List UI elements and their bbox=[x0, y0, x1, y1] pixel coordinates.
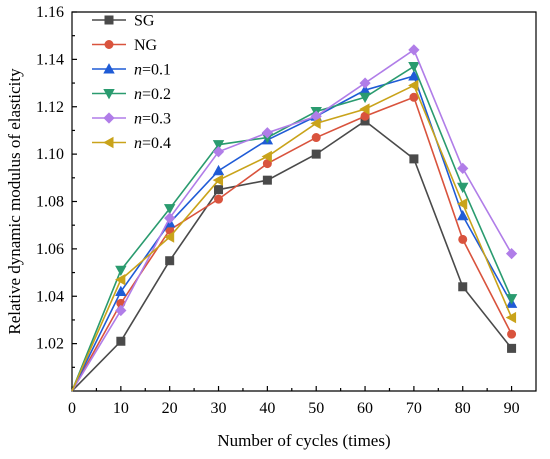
legend-label: SG bbox=[134, 13, 155, 30]
data-point bbox=[212, 164, 225, 176]
legend-item: n=0.4 bbox=[92, 135, 171, 152]
data-point bbox=[409, 154, 419, 164]
data-point bbox=[115, 273, 126, 286]
series-n-0-3 bbox=[71, 44, 518, 392]
x-tick-label: 90 bbox=[504, 400, 520, 417]
data-point bbox=[457, 162, 469, 174]
series-layer bbox=[71, 44, 518, 392]
data-point bbox=[261, 150, 272, 163]
data-point bbox=[311, 149, 321, 159]
legend-item: NG bbox=[92, 37, 158, 54]
x-tick-label: 30 bbox=[211, 400, 227, 417]
x-tick-label: 10 bbox=[113, 400, 129, 417]
legend-item: n=0.1 bbox=[92, 62, 171, 79]
y-tick-label: 1.14 bbox=[36, 51, 64, 68]
data-point bbox=[214, 185, 224, 195]
y-tick-label: 1.10 bbox=[36, 146, 64, 163]
data-point bbox=[456, 198, 468, 210]
data-point bbox=[261, 127, 273, 139]
data-point bbox=[104, 39, 114, 49]
data-point bbox=[457, 182, 469, 194]
data-point bbox=[505, 247, 518, 260]
y-tick-label: 1.08 bbox=[36, 194, 64, 211]
axes: 0 10 20 30 40 50 60 70 80 90 1.02 1.04 1.06 1.08 1.10 1… bbox=[36, 4, 537, 417]
legend-label: n=0.4 bbox=[134, 135, 171, 152]
data-point bbox=[115, 265, 127, 277]
x-tick-label: 60 bbox=[357, 400, 373, 417]
series-n-0-4 bbox=[71, 79, 517, 392]
y-tick-label: 1.06 bbox=[36, 241, 64, 258]
y-tick-label: 1.12 bbox=[36, 99, 64, 116]
y-axis-title: Relative dynamic modulus of elasticity bbox=[5, 68, 24, 335]
legend-label: n=0.3 bbox=[134, 111, 171, 128]
data-point bbox=[103, 136, 114, 149]
data-point bbox=[212, 140, 225, 151]
data-point bbox=[408, 70, 420, 81]
data-point bbox=[505, 294, 518, 305]
legend-label: NG bbox=[134, 37, 158, 54]
data-point bbox=[103, 63, 115, 74]
data-point bbox=[408, 79, 419, 92]
y-tick-label: 1.04 bbox=[36, 288, 64, 305]
data-point bbox=[115, 304, 127, 317]
data-point bbox=[408, 44, 420, 56]
data-point bbox=[311, 133, 321, 143]
data-point bbox=[104, 15, 114, 25]
data-point bbox=[165, 256, 175, 266]
data-point bbox=[103, 89, 115, 100]
data-point bbox=[505, 311, 517, 324]
data-point bbox=[359, 77, 371, 89]
series-line bbox=[71, 96, 513, 392]
data-point bbox=[212, 174, 224, 186]
series-sg bbox=[71, 116, 517, 392]
x-tick-label: 20 bbox=[162, 400, 178, 417]
legend-item: n=0.3 bbox=[92, 111, 171, 128]
plot-frame bbox=[71, 11, 537, 392]
x-tick-label: 0 bbox=[68, 400, 76, 417]
data-point bbox=[507, 343, 517, 353]
legend-item: SG bbox=[92, 13, 155, 30]
series-line bbox=[71, 119, 513, 392]
data-point bbox=[262, 175, 272, 185]
data-point bbox=[408, 61, 420, 73]
legend: SG NG n=0.1 n=0.2 n=0.3 n=0.4 bbox=[92, 13, 171, 152]
data-point bbox=[458, 282, 468, 292]
x-tick-label: 70 bbox=[406, 400, 422, 417]
x-tick-label: 40 bbox=[259, 400, 275, 417]
series-line bbox=[71, 48, 513, 392]
series-line bbox=[71, 84, 513, 392]
data-point bbox=[164, 212, 176, 224]
legend-label: n=0.1 bbox=[134, 62, 171, 79]
data-point bbox=[310, 117, 321, 130]
series-ng bbox=[71, 92, 517, 392]
data-point bbox=[359, 103, 370, 115]
x-axis-title: Number of cycles (times) bbox=[217, 431, 390, 450]
data-point bbox=[214, 194, 224, 204]
data-point bbox=[163, 231, 175, 243]
data-point bbox=[212, 146, 225, 158]
data-point bbox=[163, 204, 176, 215]
data-point bbox=[359, 92, 371, 104]
data-point bbox=[457, 209, 469, 221]
data-point bbox=[116, 336, 126, 346]
x-tick-label: 80 bbox=[455, 400, 471, 417]
x-tick-label: 50 bbox=[308, 400, 324, 417]
legend-label: n=0.2 bbox=[134, 86, 171, 103]
data-point bbox=[507, 329, 517, 339]
data-point bbox=[458, 234, 468, 244]
data-point bbox=[103, 112, 115, 124]
legend-item: n=0.2 bbox=[92, 86, 171, 103]
data-point bbox=[115, 285, 127, 297]
y-tick-label: 1.02 bbox=[36, 336, 64, 353]
y-tick-label: 1.16 bbox=[36, 4, 64, 21]
